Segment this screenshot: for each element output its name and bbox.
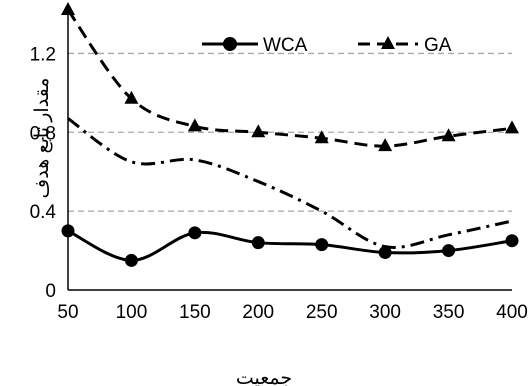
legend-ga-label: GA	[424, 35, 452, 56]
series-0-point	[61, 224, 75, 238]
series-1-point	[251, 124, 266, 138]
series-1-point	[505, 120, 519, 134]
series-1-point	[441, 128, 456, 142]
series-0-point	[378, 246, 392, 260]
series-1-point	[187, 118, 202, 132]
series-0-point	[505, 234, 519, 248]
series-lines	[61, 2, 519, 267]
x-tick-label: 50	[57, 302, 78, 323]
x-tick-label: 300	[369, 302, 401, 323]
y-axis-title: مقدار تابع هدف	[32, 78, 53, 199]
series-1-line	[66, 9, 513, 148]
series-0-point	[188, 226, 202, 240]
x-tick-label: 350	[433, 302, 465, 323]
legend-ga-marker	[381, 36, 395, 49]
series-0-point	[442, 244, 456, 258]
legend-wca-label: WCA	[263, 35, 308, 56]
series-0-point	[315, 238, 329, 252]
series-1-point	[124, 90, 139, 104]
series-0-point	[251, 236, 265, 250]
series-2-line	[67, 117, 513, 249]
y-tick-label: 0.8	[30, 123, 56, 144]
x-tick-label: 150	[179, 302, 211, 323]
axes	[67, 14, 512, 291]
series-1-point	[61, 2, 75, 16]
series-1-point	[378, 138, 393, 152]
y-tick-labels: 0 0.4 0.8 1.2	[30, 44, 57, 302]
legend: WCA GA	[202, 35, 452, 56]
y-tick-label: 0	[45, 281, 56, 302]
x-tick-label: 400	[496, 302, 528, 323]
gridlines	[68, 52, 512, 212]
y-tick-label: 1.2	[30, 44, 56, 65]
x-tick-labels: 50 100 150 200 250 300 350 400	[57, 302, 527, 323]
x-tick-label: 250	[306, 302, 338, 323]
x-axis-title: جمعیت	[236, 368, 292, 386]
legend-wca-marker	[223, 37, 237, 51]
series-1-point	[314, 130, 329, 144]
x-tick-label: 200	[242, 302, 274, 323]
x-tick-label: 100	[116, 302, 148, 323]
series-0-point	[124, 253, 138, 267]
y-tick-label: 0.4	[30, 202, 57, 223]
